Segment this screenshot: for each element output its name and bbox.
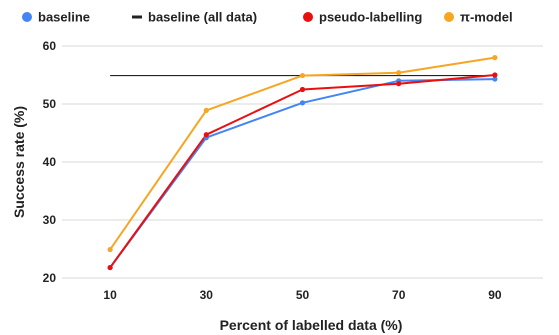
y-tick-label: 20: [43, 271, 57, 285]
data-point: [396, 70, 402, 76]
y-tick-label: 50: [43, 97, 57, 111]
data-point: [107, 246, 113, 253]
data-point: [492, 72, 498, 78]
grid: [62, 45, 543, 279]
data-point: [203, 132, 209, 138]
legend-label: baseline: [38, 10, 90, 25]
x-tick-label: 30: [200, 288, 214, 302]
legend-dot-icon: [303, 12, 313, 22]
x-tick-label: 50: [296, 288, 310, 302]
y-tick-label: 60: [43, 39, 57, 53]
data-point: [299, 72, 306, 79]
data-point: [492, 55, 498, 61]
legend-dot-icon: [22, 12, 32, 22]
x-tick-label: 90: [488, 288, 502, 302]
x-tick-label: 70: [392, 288, 406, 302]
data-point: [107, 264, 113, 271]
legend-label: π-model: [460, 10, 513, 25]
series-line-0: [109, 78, 495, 269]
legend-label: pseudo-labelling: [319, 10, 422, 25]
x-axis-ticks: 10 30 50 70 90: [103, 288, 501, 302]
data-point: [203, 107, 209, 113]
legend: baseline baseline (all data) pseudo-labell…: [22, 10, 513, 25]
data-point: [299, 86, 306, 93]
x-axis-title: Percent of labelled data (%): [220, 317, 403, 333]
data-point: [492, 76, 498, 82]
legend-dash-icon: [132, 15, 142, 19]
y-axis-ticks: 20 30 40 50 60: [43, 39, 57, 285]
y-tick-label: 30: [43, 213, 57, 227]
legend-label: baseline (all data): [148, 10, 257, 25]
series-line-3: [109, 56, 496, 251]
data-point: [396, 81, 402, 87]
data-point: [299, 100, 306, 106]
legend-dot-icon: [444, 12, 454, 22]
data-points: [107, 55, 498, 271]
y-tick-label: 40: [43, 155, 57, 169]
y-axis-title: Success rate (%): [11, 106, 27, 218]
x-tick-label: 10: [103, 288, 117, 302]
